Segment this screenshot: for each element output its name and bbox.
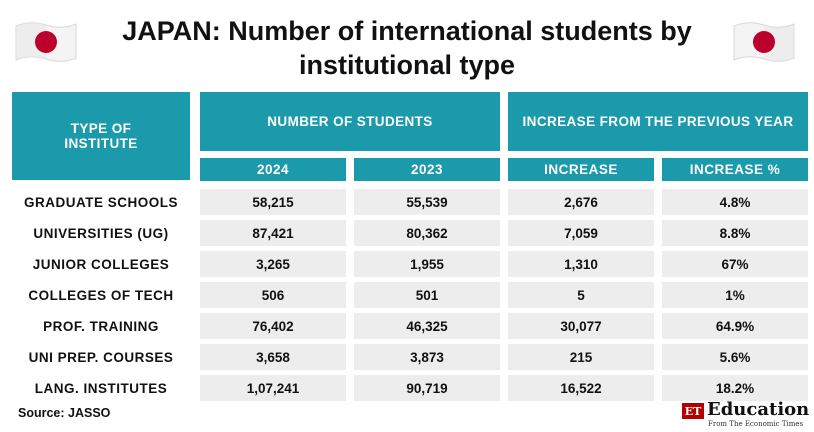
subheader-2023: 2023 xyxy=(354,158,500,181)
cell-2023: 55,539 xyxy=(354,189,500,215)
japan-flag-icon xyxy=(15,22,77,62)
cell-2024: 506 xyxy=(200,282,346,308)
row-label: UNI PREP. COURSES xyxy=(12,344,190,370)
cell-increase-percent: 18.2% xyxy=(662,375,808,401)
title-line-2: institutional type xyxy=(299,50,515,80)
japan-flag-icon xyxy=(733,22,795,62)
logo-et-badge: ET xyxy=(682,403,704,419)
row-label: LANG. INSTITUTES xyxy=(12,375,190,401)
cell-2024: 3,658 xyxy=(200,344,346,370)
cell-2024: 87,421 xyxy=(200,220,346,246)
header-number-of-students: NUMBER OF STUDENTS xyxy=(200,92,500,151)
row-label: GRADUATE SCHOOLS xyxy=(12,189,190,215)
et-education-logo: ET Education From The Economic Times xyxy=(682,399,810,430)
title-line-1: JAPAN: Number of international students … xyxy=(122,16,692,46)
logo-tagline: From The Economic Times xyxy=(708,420,804,428)
logo-name: Education xyxy=(707,399,810,420)
cell-2024: 58,215 xyxy=(200,189,346,215)
cell-increase: 1,310 xyxy=(508,251,654,277)
source-note: Source: JASSO xyxy=(18,406,111,420)
cell-increase-percent: 4.8% xyxy=(662,189,808,215)
subheader-2024: 2024 xyxy=(200,158,346,181)
cell-increase: 5 xyxy=(508,282,654,308)
cell-increase-percent: 67% xyxy=(662,251,808,277)
header-increase-previous-year: INCREASE FROM THE PREVIOUS YEAR xyxy=(508,92,808,151)
cell-2023: 80,362 xyxy=(354,220,500,246)
subheader-increase-percent: INCREASE % xyxy=(662,158,808,181)
cell-increase-percent: 1% xyxy=(662,282,808,308)
row-label: UNIVERSITIES (UG) xyxy=(12,220,190,246)
page-title: JAPAN: Number of international students … xyxy=(100,14,714,82)
row-label: COLLEGES OF TECH xyxy=(12,282,190,308)
cell-2023: 46,325 xyxy=(354,313,500,339)
cell-2024: 3,265 xyxy=(200,251,346,277)
cell-increase-percent: 8.8% xyxy=(662,220,808,246)
cell-increase: 215 xyxy=(508,344,654,370)
cell-increase: 30,077 xyxy=(508,313,654,339)
cell-2023: 90,719 xyxy=(354,375,500,401)
cell-increase-percent: 64.9% xyxy=(662,313,808,339)
cell-2024: 1,07,241 xyxy=(200,375,346,401)
subheader-increase: INCREASE xyxy=(508,158,654,181)
cell-2023: 3,873 xyxy=(354,344,500,370)
cell-2023: 501 xyxy=(354,282,500,308)
cell-increase: 16,522 xyxy=(508,375,654,401)
row-label: JUNIOR COLLEGES xyxy=(12,251,190,277)
cell-increase: 2,676 xyxy=(508,189,654,215)
cell-increase: 7,059 xyxy=(508,220,654,246)
header-type-of-institute: TYPE OF INSTITUTE xyxy=(12,92,190,180)
cell-2024: 76,402 xyxy=(200,313,346,339)
cell-increase-percent: 5.6% xyxy=(662,344,808,370)
row-label: PROF. TRAINING xyxy=(12,313,190,339)
cell-2023: 1,955 xyxy=(354,251,500,277)
